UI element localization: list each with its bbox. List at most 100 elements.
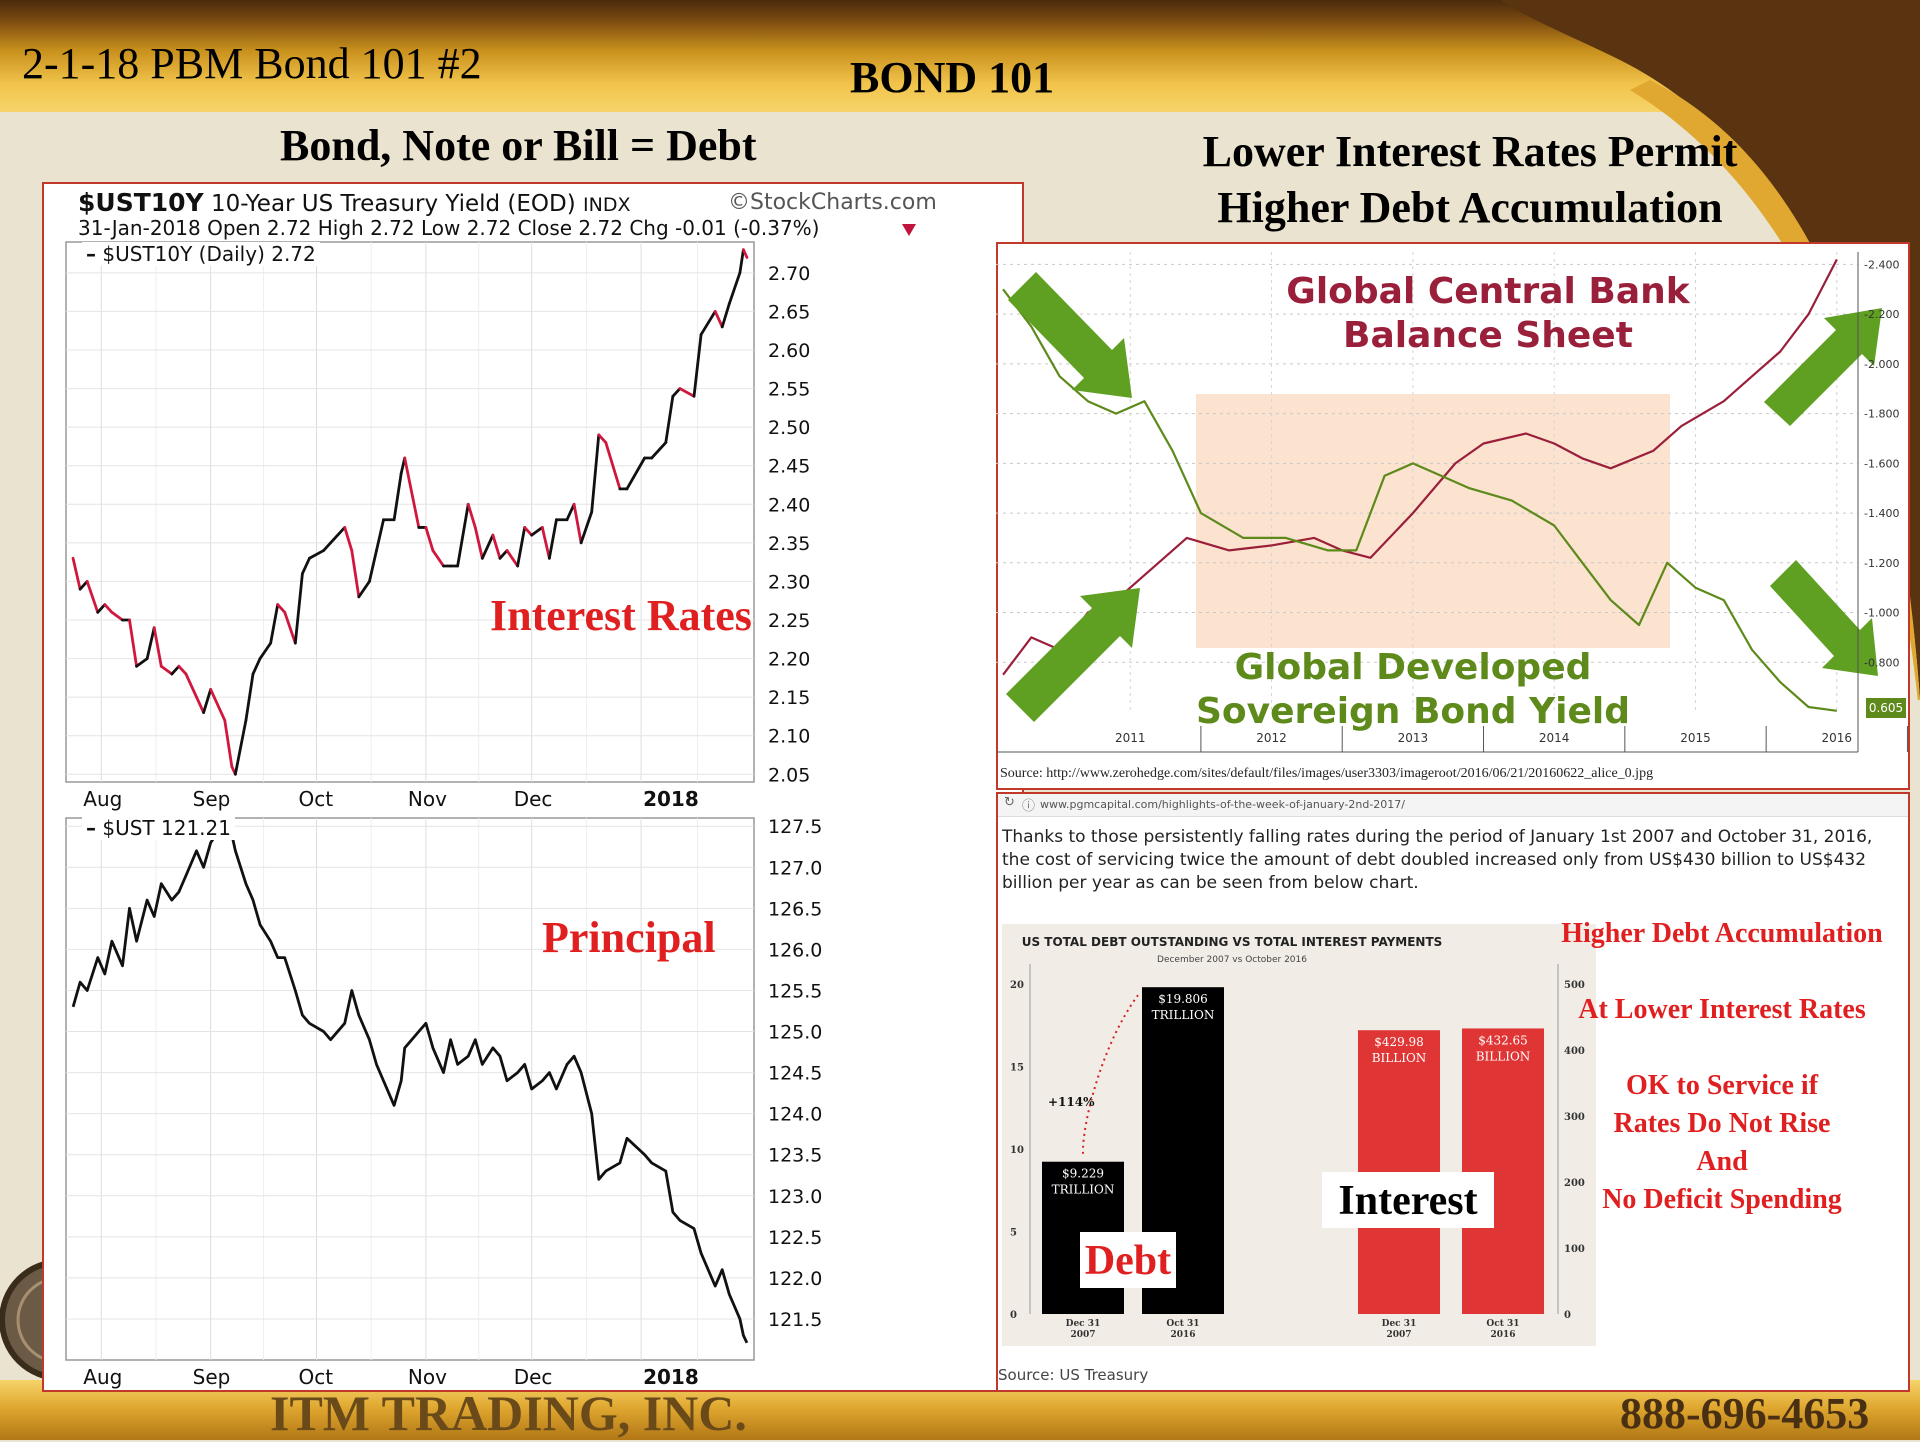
- bottom-y-tick-label: 121.5: [768, 1309, 822, 1331]
- stockcharts-panel: $UST10Y 10-Year US Treasury Yield (EOD) …: [42, 182, 1024, 1392]
- yield-line-segment: [128, 618, 138, 668]
- bottom-y-tick-label: 122.0: [768, 1268, 822, 1290]
- yield-line-segment: [720, 302, 731, 329]
- yield-line-segment: [322, 541, 333, 552]
- debt-interest-chart: US TOTAL DEBT OUTSTANDING VS TOTAL INTER…: [1002, 924, 1596, 1346]
- interest-bar-label: $429.98: [1374, 1035, 1424, 1049]
- yield-line-segment: [184, 672, 198, 699]
- yield-line-segment: [579, 510, 594, 545]
- info-icon: ⓘ: [1022, 799, 1036, 814]
- yield-line-segment: [152, 626, 163, 668]
- x-tick-label: 2011: [1115, 731, 1146, 745]
- note-line-2: At Lower Interest Rates: [1578, 994, 1866, 1025]
- interest-bar-label: $432.65: [1478, 1033, 1528, 1047]
- top-y-tick-label: 2.50: [768, 417, 810, 439]
- article-text: Thanks to those persistently falling rat…: [1002, 827, 1873, 893]
- yield-line-segment: [678, 387, 696, 398]
- yield-line-segment: [590, 433, 601, 514]
- yield-line-segment: [202, 688, 213, 714]
- yield-line-segment: [329, 526, 347, 545]
- top-y-tick-label: 2.55: [768, 379, 810, 401]
- top-y-tick-label: 2.35: [768, 533, 810, 555]
- right-y-tick-label: -2.200: [1864, 308, 1899, 321]
- top-y-tick-label: 2.70: [768, 263, 810, 285]
- price-line: [71, 820, 749, 1344]
- yield-line-segment: [244, 672, 255, 722]
- browser-address-bar: ↻ ⓘ www.pgmcapital.com/highlights-of-the…: [998, 794, 1908, 817]
- bottom-x-tick-label: Nov: [408, 1365, 447, 1389]
- zerohedge-svg: -2.400 -2.200 -2.000 -1.800 -1.600 -1.400 -1.2…: [996, 252, 1908, 753]
- zh-source: Source: http://www.zerohedge.com/sites/d…: [1000, 766, 1654, 781]
- yield-line-segment: [368, 549, 378, 583]
- left-axis-tick-label: 5: [1010, 1228, 1017, 1239]
- yield-line-segment: [177, 664, 188, 676]
- yield-line-segment: [258, 641, 273, 660]
- top-y-tick-label: 2.30: [768, 571, 810, 593]
- top-x-tick-label: Dec: [514, 787, 553, 811]
- x-tick-label: 2012: [1256, 731, 1287, 745]
- top-legend: – $UST10Y (Daily) 2.72: [82, 242, 320, 266]
- highlight-box: [1196, 394, 1670, 648]
- yield-line-segment: [431, 549, 445, 568]
- yield-line-segment: [308, 549, 325, 560]
- growth-label: +114%: [1048, 1095, 1095, 1109]
- stockcharts-svg: 2.05 2.10 2.15 2.20 2.25 2.30 2.35 2.40 2.45 2.50…: [65, 241, 822, 1389]
- top-y-tick-label: 2.10: [768, 726, 810, 748]
- left-axis-tick-label: 10: [1010, 1145, 1024, 1156]
- yield-line-segment: [547, 518, 558, 560]
- up-arrow-icon: [1006, 588, 1140, 722]
- category-label: Oct 31: [1166, 1319, 1199, 1329]
- right-heading-line-2: Higher Debt Accumulation: [1217, 183, 1723, 232]
- top-y-tick-label: 2.20: [768, 649, 810, 671]
- yield-line-segment: [456, 502, 470, 568]
- right-axis-tick-label: 300: [1564, 1112, 1585, 1123]
- yield-line-segment: [71, 556, 82, 591]
- x-tick-label: 2013: [1398, 731, 1429, 745]
- left-axis-tick-label: 20: [1010, 980, 1024, 991]
- note-line-1: Higher Debt Accumulation: [1561, 918, 1883, 949]
- debt-overlay-label: Debt: [1085, 1238, 1171, 1284]
- yield-line-segment: [350, 549, 361, 599]
- article-panel: ↻ ⓘ www.pgmcapital.com/highlights-of-the…: [996, 792, 1910, 1392]
- x-tick-label: 2016: [1822, 731, 1853, 745]
- category-label: Dec 31: [1066, 1319, 1101, 1329]
- slide-label: 2-1-18 PBM Bond 101 #2: [22, 39, 482, 88]
- right-axis-tick-label: 400: [1564, 1046, 1585, 1057]
- top-y-tick-label: 2.45: [768, 456, 810, 478]
- debt-bar-label: $19.806: [1158, 992, 1208, 1006]
- yield-line-segment: [664, 394, 675, 444]
- top-y-tick-label: 2.40: [768, 494, 810, 516]
- right-y-tick-label: -0.800: [1864, 656, 1899, 669]
- debt-bar-unit-label: TRILLION: [1152, 1008, 1215, 1022]
- bottom-x-tick-label: Oct: [299, 1365, 334, 1389]
- yield-line-segment: [480, 533, 495, 560]
- address-url[interactable]: www.pgmcapital.com/highlights-of-the-wee…: [1040, 798, 1406, 811]
- right-axis-tick-label: 100: [1564, 1244, 1585, 1255]
- symbol-description: 10-Year US Treasury Yield (EOD): [210, 191, 576, 217]
- article-source: Source: US Treasury: [998, 1366, 1149, 1384]
- down-triangle-icon: [902, 224, 916, 236]
- left-heading: Bond, Note or Bill = Debt: [280, 121, 757, 170]
- debt-bar-unit-label: TRILLION: [1052, 1183, 1115, 1197]
- yield-line-segment: [159, 664, 174, 676]
- interest-bar: [1462, 1028, 1544, 1314]
- x-tick-label: 2014: [1539, 731, 1570, 745]
- top-plot-frame: [65, 241, 755, 783]
- yield-line-segment: [283, 610, 297, 645]
- debt-bar-label: $9.229: [1062, 1167, 1104, 1181]
- top-x-tick-label: 2018: [643, 787, 699, 811]
- left-axis-tick-label: 15: [1010, 1063, 1024, 1074]
- exchange: INDX: [583, 194, 631, 216]
- bottom-y-tick-label: 127.0: [768, 857, 822, 879]
- yield-line-segment: [96, 603, 107, 614]
- bar-chart-subtitle: December 2007 vs October 2016: [1157, 955, 1307, 965]
- debt-label-box: [1080, 1232, 1176, 1288]
- zh-subtitle: Global Developed Sovereign Bond Yield: [996, 646, 1910, 734]
- category-year-label: 2007: [1386, 1330, 1411, 1340]
- yield-line-segment: [473, 526, 484, 560]
- reload-icon[interactable]: ↻: [1004, 795, 1015, 810]
- yield-line-segment: [392, 472, 403, 522]
- top-y-tick-label: 2.15: [768, 687, 810, 709]
- yield-line-segment: [572, 502, 583, 545]
- top-legend-text: $UST10Y (Daily) 2.72: [102, 242, 316, 266]
